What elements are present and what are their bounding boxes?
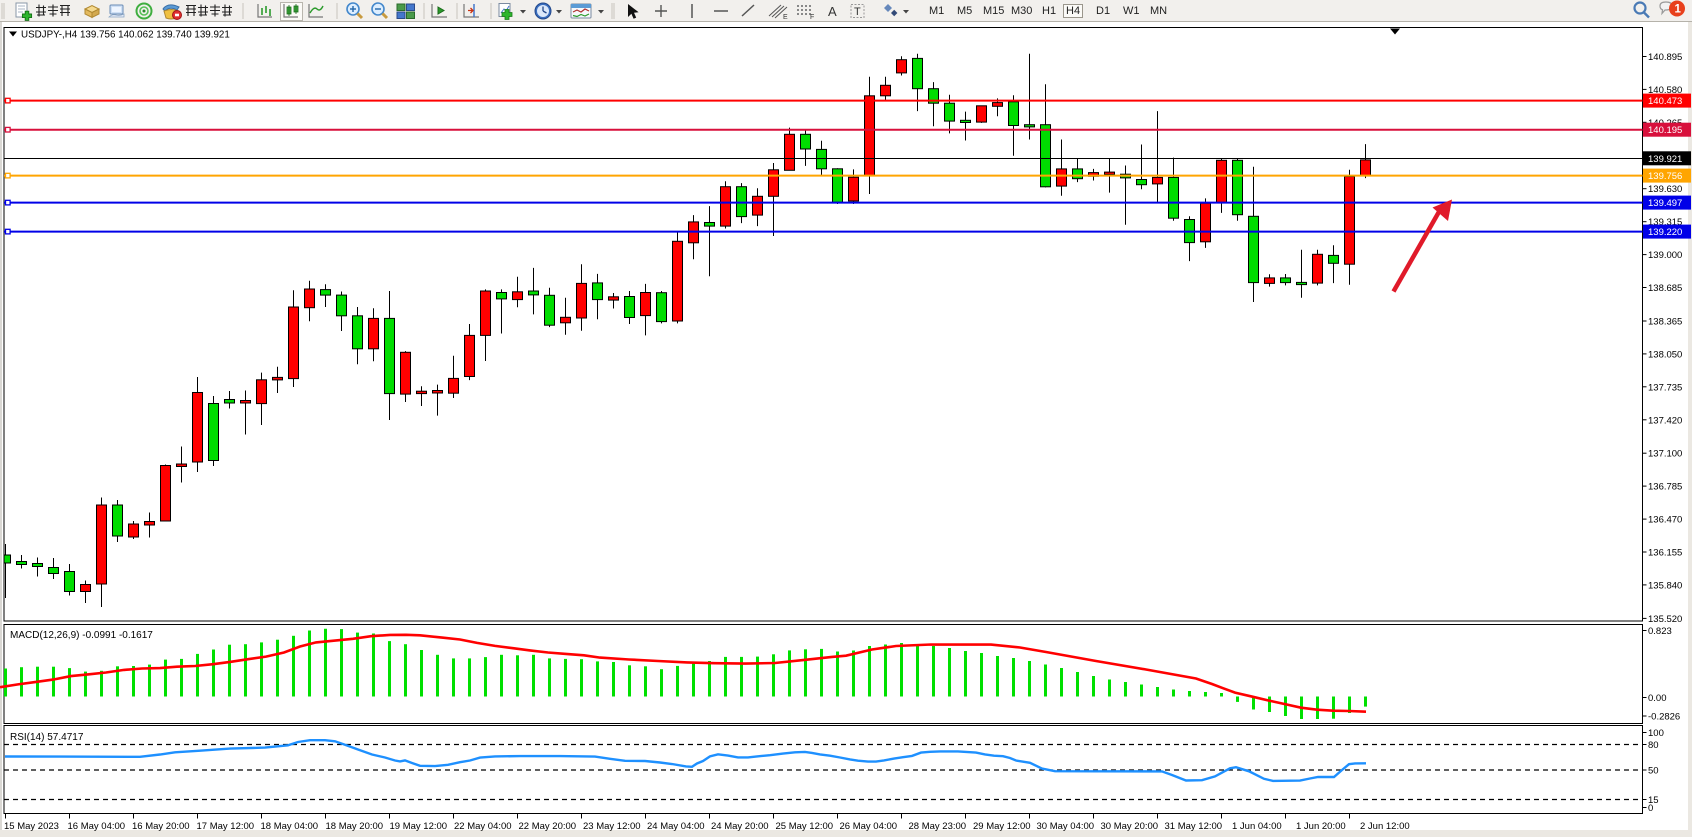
- svg-text:138.365: 138.365: [1648, 317, 1682, 328]
- svg-text:22 May 20:00: 22 May 20:00: [519, 821, 577, 832]
- svg-text:1 Jun 04:00: 1 Jun 04:00: [1232, 821, 1282, 832]
- svg-text:18 May 04:00: 18 May 04:00: [261, 821, 319, 832]
- svg-text:30 May 20:00: 30 May 20:00: [1101, 821, 1159, 832]
- svg-text:24 May 20:00: 24 May 20:00: [711, 821, 769, 832]
- svg-text:1: 1: [1675, 4, 1682, 16]
- svg-text:RSI(14) 57.4717: RSI(14) 57.4717: [10, 732, 84, 743]
- svg-text:140.895: 140.895: [1648, 52, 1682, 63]
- svg-text:139.315: 139.315: [1648, 217, 1682, 228]
- svg-text:138.685: 138.685: [1648, 283, 1682, 294]
- svg-text:135.840: 135.840: [1648, 580, 1682, 591]
- svg-text:26 May 04:00: 26 May 04:00: [840, 821, 898, 832]
- svg-text:15 May 2023: 15 May 2023: [4, 821, 59, 832]
- svg-text:15: 15: [1648, 795, 1659, 806]
- svg-text:139.921: 139.921: [1648, 154, 1682, 165]
- svg-text:16 May 04:00: 16 May 04:00: [68, 821, 126, 832]
- svg-text:136.785: 136.785: [1648, 482, 1682, 493]
- svg-text:USDJPY-,H4 139.756 140.062 13: USDJPY-,H4 139.756 140.062 139.740 139.9…: [21, 30, 230, 41]
- svg-text:136.470: 136.470: [1648, 515, 1682, 526]
- svg-text:136.155: 136.155: [1648, 548, 1682, 559]
- svg-text:31 May 12:00: 31 May 12:00: [1165, 821, 1223, 832]
- svg-text:1 Jun 20:00: 1 Jun 20:00: [1296, 821, 1346, 832]
- svg-text:140.473: 140.473: [1648, 96, 1682, 107]
- svg-text:0.823: 0.823: [1648, 626, 1672, 637]
- svg-text:139.497: 139.497: [1648, 198, 1682, 209]
- svg-text:E: E: [783, 14, 788, 21]
- svg-text:17 May 12:00: 17 May 12:00: [197, 821, 255, 832]
- svg-text:139.630: 139.630: [1648, 184, 1682, 195]
- svg-text:A: A: [828, 4, 837, 19]
- svg-text:0.00: 0.00: [1648, 693, 1667, 704]
- svg-text:16 May 20:00: 16 May 20:00: [132, 821, 190, 832]
- svg-text:140.580: 140.580: [1648, 85, 1682, 96]
- svg-text:19 May 12:00: 19 May 12:00: [390, 821, 448, 832]
- svg-text:138.050: 138.050: [1648, 349, 1682, 360]
- svg-text:F: F: [810, 14, 814, 21]
- svg-text:50: 50: [1648, 766, 1659, 777]
- svg-text:135.520: 135.520: [1648, 614, 1682, 625]
- svg-text:29 May 12:00: 29 May 12:00: [973, 821, 1031, 832]
- svg-text:137.735: 137.735: [1648, 382, 1682, 393]
- svg-text:139.000: 139.000: [1648, 250, 1682, 261]
- svg-text:2 Jun 12:00: 2 Jun 12:00: [1360, 821, 1410, 832]
- svg-text:-0.2826: -0.2826: [1648, 712, 1680, 723]
- svg-text:137.100: 137.100: [1648, 449, 1682, 460]
- svg-text:0: 0: [1648, 803, 1653, 814]
- svg-text:137.420: 137.420: [1648, 415, 1682, 426]
- svg-text:80: 80: [1648, 740, 1659, 751]
- svg-text:139.220: 139.220: [1648, 227, 1682, 238]
- svg-text:25 May 12:00: 25 May 12:00: [776, 821, 834, 832]
- svg-text:MACD(12,26,9) -0.0991 -0.1617: MACD(12,26,9) -0.0991 -0.1617: [10, 630, 153, 641]
- svg-text:24 May 04:00: 24 May 04:00: [647, 821, 705, 832]
- svg-text:T: T: [854, 6, 861, 18]
- svg-text:140.195: 140.195: [1648, 125, 1682, 136]
- svg-text:22 May 04:00: 22 May 04:00: [454, 821, 512, 832]
- svg-text:28 May 23:00: 28 May 23:00: [909, 821, 967, 832]
- svg-text:30 May 04:00: 30 May 04:00: [1037, 821, 1095, 832]
- svg-text:18 May 20:00: 18 May 20:00: [326, 821, 384, 832]
- svg-text:100: 100: [1648, 728, 1664, 739]
- svg-text:23 May 12:00: 23 May 12:00: [583, 821, 641, 832]
- svg-text:139.756: 139.756: [1648, 171, 1682, 182]
